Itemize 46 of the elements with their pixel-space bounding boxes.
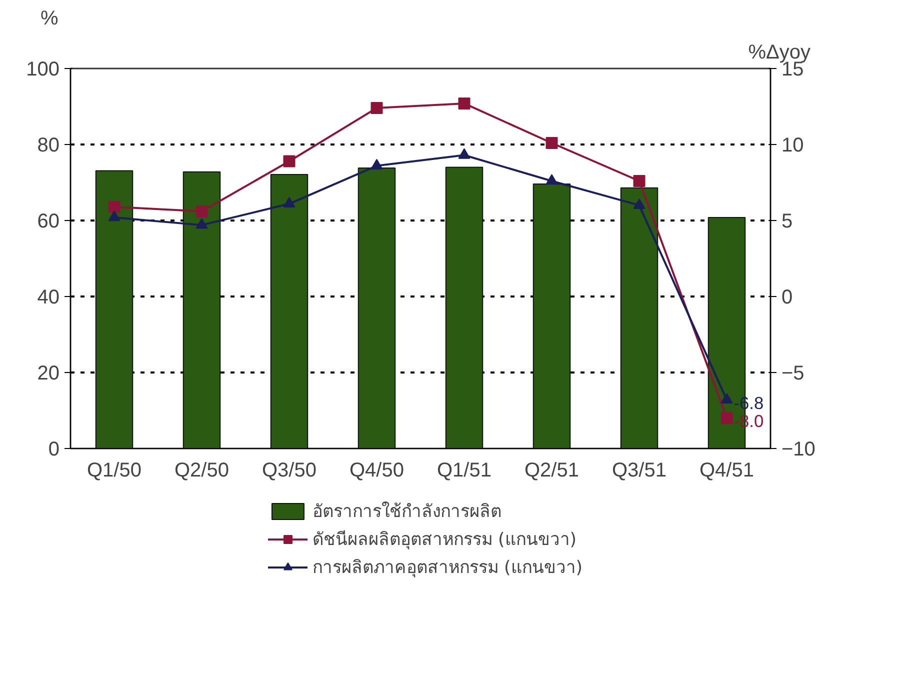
bar [270,174,308,448]
y-tick-label: 80 [37,134,60,156]
point [283,196,296,208]
x-tick-label: Q3/51 [612,460,666,482]
point [546,174,558,185]
x-tick-label: Q4/51 [700,460,754,482]
bar [445,166,484,448]
x-tick-label: Q4/50 [350,460,404,482]
y-tick-label: 60 [37,210,60,232]
y2-axis-title: %Δyoy [748,42,810,64]
y2-tick-label: 0 [782,286,793,308]
bar [358,168,396,448]
point [108,210,120,222]
bar [620,187,658,448]
bar [95,170,134,448]
y2-tick-label: 5 [782,210,793,232]
y2-tick-label: 10 [782,134,804,156]
bar [532,184,571,448]
point [283,155,296,168]
y-tick-label: 40 [37,286,60,308]
point [458,97,470,110]
legend-label: อัตราการใช้กำลังการผลิต [312,500,502,524]
point [196,218,208,229]
point [196,205,208,218]
point [633,198,646,209]
x-tick-label: Q1/51 [437,460,492,482]
y-tick-label: 20 [37,362,60,384]
point [546,136,558,149]
bar [182,171,221,448]
point [633,174,646,187]
x-tick-label: Q2/50 [174,460,229,482]
y2-tick-label: −10 [782,438,816,460]
x-tick-label: Q2/51 [524,460,579,482]
point [108,200,120,213]
point [458,148,470,159]
x-tick-label: Q3/50 [262,460,316,482]
point [370,102,383,114]
x-tick-label: Q1/50 [87,460,142,482]
y-axis-title: % [40,8,58,30]
point [720,393,733,404]
legend-label: การผลิตภาคอุตสาหกรรม (แกนขวา) [312,557,583,580]
y2-tick-label: −5 [782,362,804,384]
y-tick-label: 0 [48,438,60,460]
point [370,158,383,170]
y-tick-label: 100 [26,58,60,80]
legend-label: ดัชนีผลผลิตอุตสาหกรรม (แกนขวา) [312,529,577,552]
